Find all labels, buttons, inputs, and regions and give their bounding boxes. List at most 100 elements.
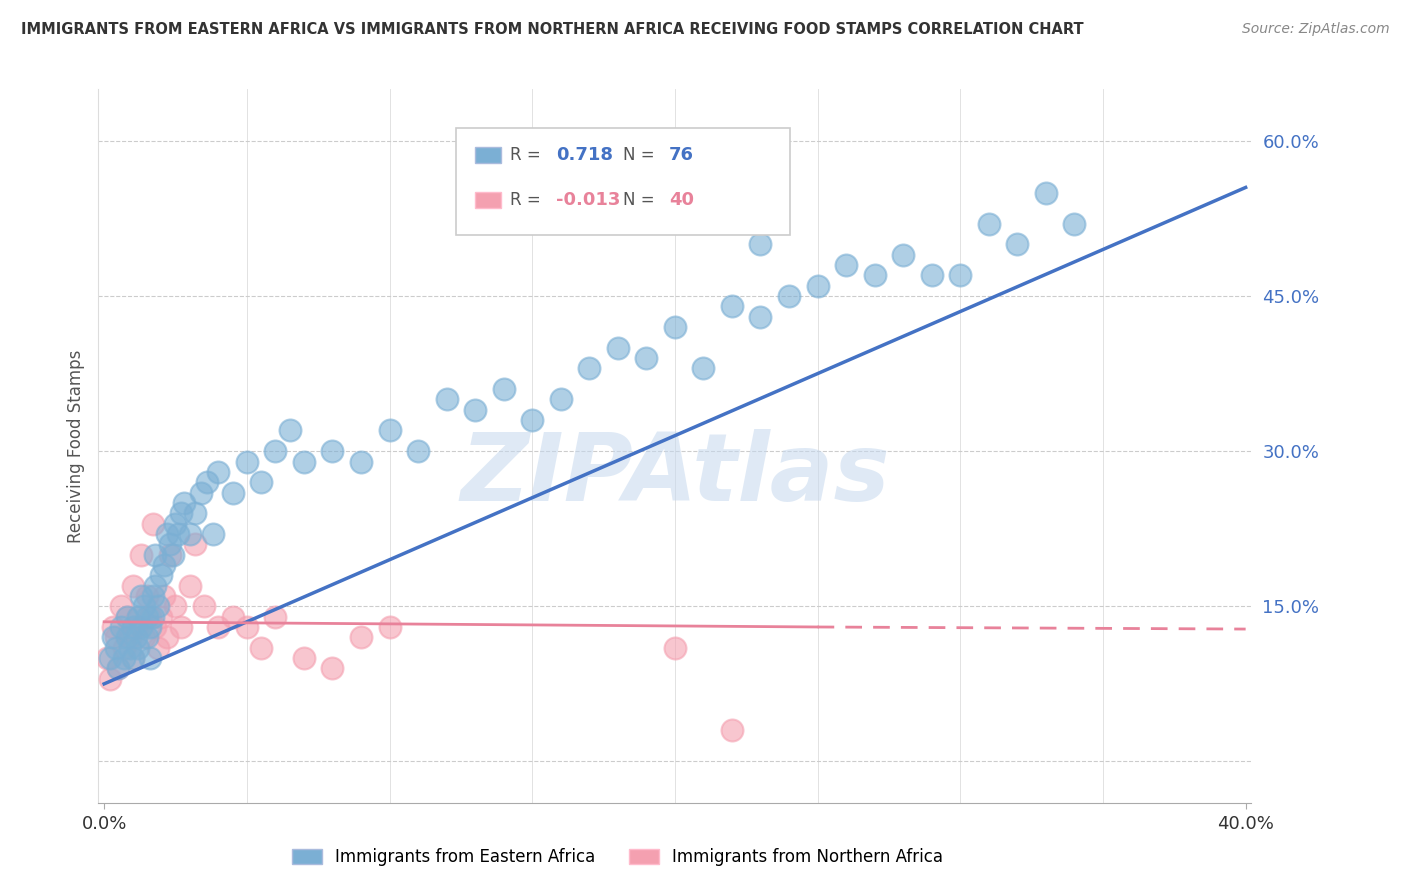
- Point: [977, 217, 1000, 231]
- Point: [292, 651, 315, 665]
- Point: [250, 640, 273, 655]
- Point: [184, 506, 207, 520]
- Point: [104, 640, 127, 655]
- Point: [98, 651, 121, 665]
- Point: [150, 568, 173, 582]
- Point: [863, 268, 886, 283]
- Point: [1063, 217, 1085, 231]
- Point: [132, 599, 155, 614]
- Point: [835, 258, 858, 272]
- Text: 40: 40: [669, 191, 695, 209]
- Point: [121, 651, 143, 665]
- Point: [156, 527, 179, 541]
- Point: [142, 609, 165, 624]
- Point: [136, 630, 159, 644]
- Point: [139, 609, 162, 624]
- Point: [162, 548, 184, 562]
- Point: [132, 630, 155, 644]
- Point: [127, 609, 149, 624]
- Point: [1035, 186, 1057, 200]
- Point: [170, 620, 193, 634]
- Point: [142, 589, 165, 603]
- Point: [749, 237, 772, 252]
- Point: [124, 630, 146, 644]
- Point: [110, 599, 132, 614]
- Point: [721, 723, 744, 738]
- Point: [179, 527, 201, 541]
- Point: [692, 361, 714, 376]
- Point: [96, 651, 118, 665]
- Text: R =: R =: [510, 191, 546, 209]
- Point: [664, 640, 686, 655]
- Point: [101, 630, 124, 644]
- Point: [201, 527, 224, 541]
- Point: [207, 465, 229, 479]
- Point: [173, 496, 195, 510]
- Point: [250, 475, 273, 490]
- Point: [153, 558, 176, 572]
- Point: [127, 640, 149, 655]
- Point: [129, 589, 152, 603]
- Point: [107, 661, 129, 675]
- Point: [118, 630, 141, 644]
- Text: -0.013: -0.013: [557, 191, 620, 209]
- Point: [136, 589, 159, 603]
- Point: [145, 620, 167, 634]
- Point: [145, 579, 167, 593]
- FancyBboxPatch shape: [456, 128, 790, 235]
- Point: [159, 537, 181, 551]
- Point: [949, 268, 972, 283]
- Point: [115, 609, 138, 624]
- Text: N =: N =: [623, 146, 659, 164]
- Point: [127, 609, 149, 624]
- Point: [165, 599, 187, 614]
- Point: [221, 609, 243, 624]
- Point: [165, 516, 187, 531]
- Point: [115, 609, 138, 624]
- Point: [121, 651, 143, 665]
- Point: [101, 620, 124, 634]
- Point: [104, 630, 127, 644]
- Point: [406, 444, 429, 458]
- Point: [749, 310, 772, 324]
- Point: [129, 548, 152, 562]
- Point: [378, 620, 401, 634]
- Point: [139, 620, 162, 634]
- Point: [522, 413, 544, 427]
- Point: [167, 527, 190, 541]
- Y-axis label: Receiving Food Stamps: Receiving Food Stamps: [66, 350, 84, 542]
- Point: [921, 268, 943, 283]
- Point: [464, 402, 486, 417]
- Point: [236, 454, 259, 468]
- Point: [124, 620, 146, 634]
- Text: 76: 76: [669, 146, 695, 164]
- Legend: Immigrants from Eastern Africa, Immigrants from Northern Africa: Immigrants from Eastern Africa, Immigran…: [285, 842, 949, 873]
- Point: [139, 651, 162, 665]
- Point: [606, 341, 628, 355]
- Point: [321, 444, 343, 458]
- Point: [150, 609, 173, 624]
- Point: [550, 392, 572, 407]
- Point: [350, 454, 373, 468]
- Point: [221, 485, 243, 500]
- Point: [195, 475, 218, 490]
- Point: [156, 630, 179, 644]
- Point: [350, 630, 373, 644]
- Point: [121, 579, 143, 593]
- Point: [136, 609, 159, 624]
- Text: 0.718: 0.718: [557, 146, 613, 164]
- Point: [148, 640, 170, 655]
- Point: [170, 506, 193, 520]
- Point: [578, 361, 600, 376]
- Point: [278, 424, 301, 438]
- Point: [98, 672, 121, 686]
- Point: [118, 640, 141, 655]
- Point: [378, 424, 401, 438]
- FancyBboxPatch shape: [475, 147, 501, 162]
- Point: [721, 299, 744, 313]
- Point: [112, 640, 135, 655]
- Point: [692, 186, 714, 200]
- Point: [148, 599, 170, 614]
- Point: [292, 454, 315, 468]
- Text: IMMIGRANTS FROM EASTERN AFRICA VS IMMIGRANTS FROM NORTHERN AFRICA RECEIVING FOOD: IMMIGRANTS FROM EASTERN AFRICA VS IMMIGR…: [21, 22, 1084, 37]
